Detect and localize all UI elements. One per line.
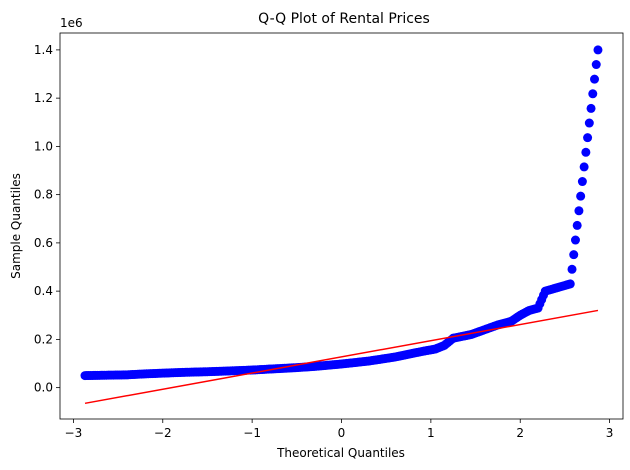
y-axis: 0.0 0.2 0.4 0.6 0.8 1.0 1.2 1.4: [34, 43, 60, 395]
reference-line-group: [84, 309, 599, 405]
x-tick-label: 0: [338, 426, 346, 440]
y-tick-label: 0.0: [34, 381, 53, 395]
y-tick-label: 1.2: [34, 91, 53, 105]
x-axis: −3 −2 −1 0 1 2 3: [65, 419, 614, 440]
x-axis-label: Theoretical Quantiles: [276, 446, 405, 460]
y-tick-label: 0.6: [34, 236, 53, 250]
x-tick-label: 2: [516, 426, 524, 440]
y-tick-label: 0.2: [34, 332, 53, 346]
x-tick-label: −3: [65, 426, 83, 440]
data-point: [583, 133, 593, 143]
data-point: [586, 103, 596, 113]
y-tick-label: 1.4: [34, 43, 53, 57]
data-point: [588, 89, 598, 99]
data-point: [565, 279, 575, 289]
y-tick-label: 0.8: [34, 188, 53, 202]
data-point: [591, 60, 601, 70]
x-tick-label: 1: [427, 426, 435, 440]
data-points: [80, 45, 603, 381]
data-point: [570, 235, 580, 245]
data-point: [572, 220, 582, 230]
x-tick-label: 3: [606, 426, 614, 440]
data-point: [569, 250, 579, 260]
data-point: [574, 206, 584, 216]
data-point: [590, 74, 600, 84]
data-point: [577, 177, 587, 187]
data-point: [584, 118, 594, 128]
x-tick-label: −1: [243, 426, 261, 440]
data-point: [579, 162, 589, 172]
y-tick-label: 0.4: [34, 284, 53, 298]
x-tick-label: −2: [154, 426, 172, 440]
data-point: [593, 45, 603, 55]
y-axis-label: Sample Quantiles: [9, 173, 23, 279]
y-tick-label: 1.0: [34, 139, 53, 153]
reference-line: [84, 309, 599, 405]
y-offset-label: 1e6: [60, 16, 83, 30]
data-point: [581, 147, 591, 157]
chart-title: Q-Q Plot of Rental Prices: [258, 11, 430, 27]
data-point: [567, 264, 577, 274]
plot-area: [80, 45, 603, 405]
data-point: [576, 191, 586, 201]
